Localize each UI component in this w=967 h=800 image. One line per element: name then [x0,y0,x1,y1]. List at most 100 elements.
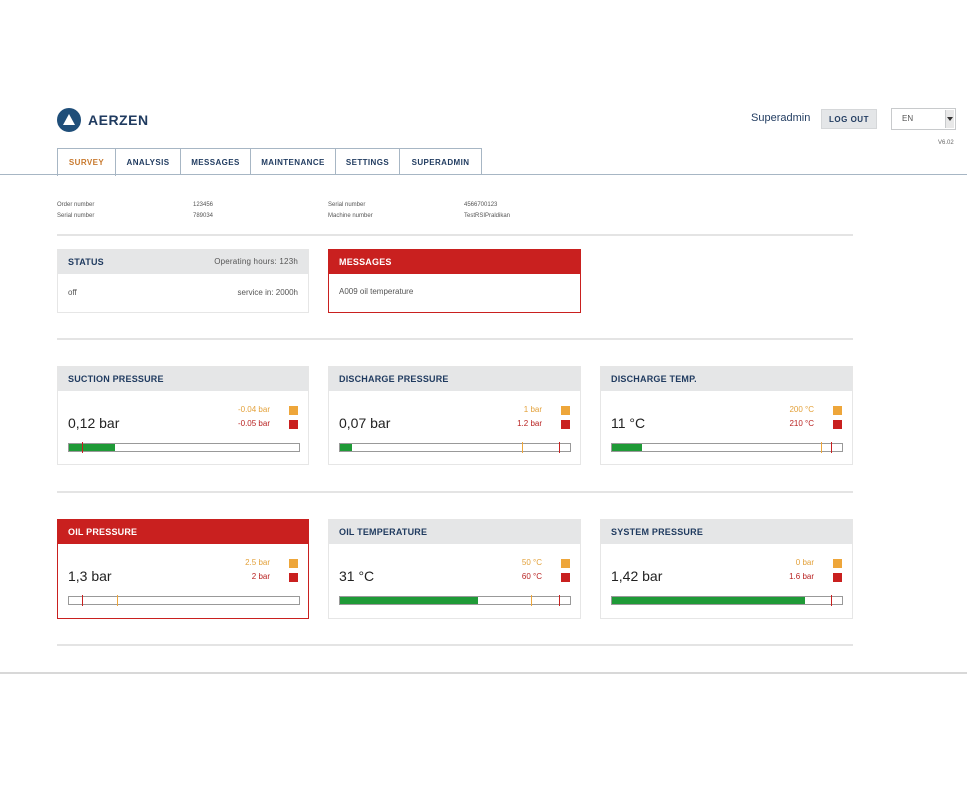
gauge-title: SYSTEM PRESSURE [601,520,852,544]
gauge-value: 31 °C [339,568,375,584]
warning-marker [821,442,823,453]
critical-indicator [289,420,298,429]
critical-marker [558,442,560,453]
critical-marker [830,595,832,606]
machine-state: off [68,288,77,297]
order-number-label: Order number [57,202,95,208]
critical-limit: 210 °C [789,419,814,428]
gauge-title: SUCTION PRESSURE [58,367,308,391]
status-header: STATUS Operating hours: 123h [58,250,308,274]
gauge-card-system-pressure: SYSTEM PRESSURE 1,42 bar 0 bar 1.6 bar [600,519,853,619]
gauge-bar [68,595,300,606]
current-user: Superadmin [751,112,811,124]
tab-superadmin[interactable]: SUPERADMIN [399,148,482,174]
gauge-card-discharge-pressure: DISCHARGE PRESSURE 0,07 bar 1 bar 1.2 ba… [328,366,581,465]
warning-marker [117,595,119,606]
gauge-title: OIL PRESSURE [58,520,308,544]
warning-indicator [289,406,298,415]
chevron-down-icon[interactable] [945,110,954,128]
aerzen-logo: AERZEN [57,108,149,132]
tab-survey[interactable]: SURVEY [57,148,116,176]
gauge-bar [611,595,843,606]
critical-limit: 60 °C [521,572,542,581]
machine-number-label: Machine number [328,213,373,219]
separator [57,234,853,236]
critical-limit: 1.6 bar [789,572,814,581]
warning-limit: 0 bar [795,558,814,567]
gauge-card-suction-pressure: SUCTION PRESSURE 0,12 bar -0.04 bar -0.0… [57,366,309,465]
info-values-left: 123456 789034 [193,200,213,222]
info-values-right: 4566700123 TestRSIPraldikan [464,200,510,222]
critical-marker [81,595,83,606]
gauge-card-discharge-temp: DISCHARGE TEMP. 11 °C 200 °C 210 °C [600,366,853,465]
warning-limit: 2.5 bar [245,558,270,567]
critical-limit: -0.05 bar [237,419,270,428]
serial-number-value: 789034 [193,213,214,219]
serial-number2-label: Serial number [328,202,366,208]
messages-header: MESSAGES [329,250,580,274]
separator [57,644,853,646]
gauge-value: 1,3 bar [68,568,112,584]
tab-messages[interactable]: MESSAGES [180,148,251,174]
language-value: EN [902,114,914,123]
warning-limit: 1 bar [523,405,542,414]
gauge-title: DISCHARGE TEMP. [601,367,852,391]
gauge-bar [611,442,843,453]
messages-title: MESSAGES [339,257,392,267]
version-label: V6.02 [938,140,954,146]
service-interval: service in: 2000h [237,288,298,297]
logout-button[interactable]: LOG OUT [821,109,877,129]
warning-limit: 50 °C [521,558,542,567]
gauge-card-oil-temperature: OIL TEMPERATURE 31 °C 50 °C 60 °C [328,519,581,619]
tab-analysis[interactable]: ANALYSIS [115,148,181,174]
gauge-value: 11 °C [611,415,646,431]
warning-limit: -0.04 bar [237,405,270,414]
message-text: A009 oil temperature [339,287,414,296]
critical-marker [81,442,83,453]
aerzen-logo-icon [57,108,81,132]
gauge-value: 0,07 bar [339,415,391,431]
warning-limit: 200 °C [789,405,814,414]
status-title: STATUS [68,257,104,267]
warning-marker [530,595,532,606]
warning-indicator [833,406,842,415]
critical-indicator [833,573,842,582]
warning-indicator [289,559,298,568]
critical-indicator [833,420,842,429]
messages-card[interactable]: MESSAGES A009 oil temperature [328,249,581,313]
tab-maintenance[interactable]: MAINTENANCE [250,148,336,174]
gauge-fill [340,597,478,604]
tab-settings[interactable]: SETTINGS [335,148,400,174]
gauge-title: DISCHARGE PRESSURE [329,367,580,391]
serial-number2-value: 4566700123 [464,202,498,208]
warning-indicator [561,406,570,415]
warning-marker [521,442,523,453]
warning-indicator [561,559,570,568]
info-labels-left: Order number Serial number [57,200,94,222]
gauge-bar [339,442,571,453]
gauge-value: 1,42 bar [611,568,663,584]
machine-number-value: TestRSIPraldikan [464,213,511,219]
critical-indicator [561,573,570,582]
separator [57,491,853,493]
gauge-bar [339,595,571,606]
gauge-fill [612,597,806,604]
footer-divider [0,672,967,674]
tab-divider [0,174,967,175]
operating-hours: Operating hours: 123h [214,257,298,266]
critical-indicator [561,420,570,429]
gauge-fill [69,444,115,451]
critical-marker [830,442,832,453]
separator [57,338,853,340]
gauge-value: 0,12 bar [68,415,120,431]
gauge-fill [612,444,642,451]
critical-indicator [289,573,298,582]
critical-marker [558,595,560,606]
gauge-fill [340,444,352,451]
main-tabs: SURVEY ANALYSIS MESSAGES MAINTENANCE SET… [57,148,482,176]
language-select[interactable]: EN [891,108,956,130]
status-card: STATUS Operating hours: 123h off service… [57,249,309,313]
gauge-title: OIL TEMPERATURE [329,520,580,544]
brand-name: AERZEN [88,112,149,128]
info-labels-right: Serial number Machine number [328,200,373,222]
